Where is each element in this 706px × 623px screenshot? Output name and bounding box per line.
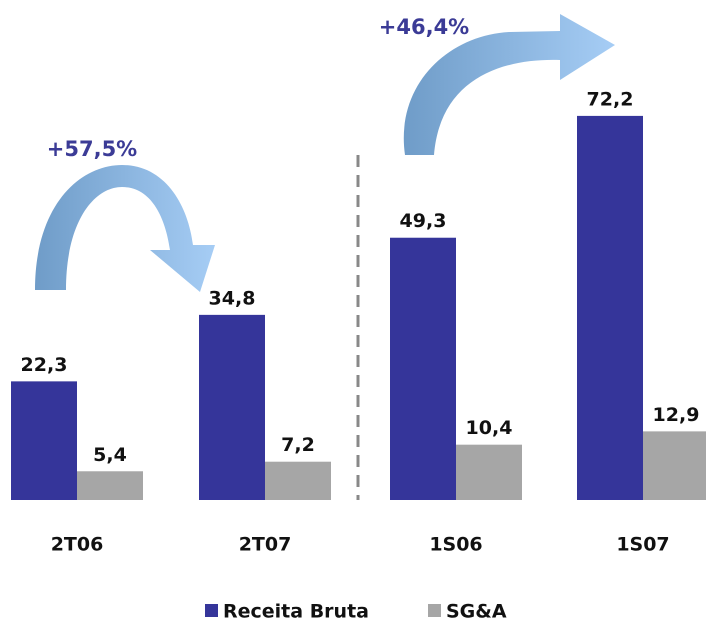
- x-tick-label: 1S07: [616, 534, 669, 556]
- bar: [265, 461, 331, 500]
- bar: [390, 237, 456, 500]
- bar: [643, 431, 706, 500]
- bar: [77, 471, 143, 500]
- legend-swatch: [205, 604, 218, 617]
- data-label: 49,3: [400, 210, 447, 232]
- bar: [199, 314, 265, 500]
- data-label: 5,4: [93, 444, 127, 466]
- x-tick-label: 1S06: [429, 534, 482, 556]
- growth-arrow: [403, 14, 615, 155]
- data-label: 10,4: [466, 417, 513, 439]
- annotation: +57,5%: [47, 137, 137, 161]
- annotation: +46,4%: [379, 15, 469, 39]
- bar: [11, 381, 77, 500]
- data-label: 7,2: [281, 434, 315, 456]
- data-label: 72,2: [587, 88, 634, 110]
- data-label: 22,3: [21, 354, 68, 376]
- x-tick-label: 2T07: [239, 534, 292, 556]
- x-tick-label: 2T06: [51, 534, 104, 556]
- legend-label: Receita Bruta: [223, 601, 369, 623]
- growth-arrow: [35, 165, 215, 292]
- data-label: 34,8: [209, 287, 256, 309]
- legend-label: SG&A: [446, 601, 507, 623]
- bar: [456, 444, 522, 500]
- legend-swatch: [428, 604, 441, 617]
- bar: [577, 115, 643, 501]
- data-label: 12,9: [653, 404, 700, 426]
